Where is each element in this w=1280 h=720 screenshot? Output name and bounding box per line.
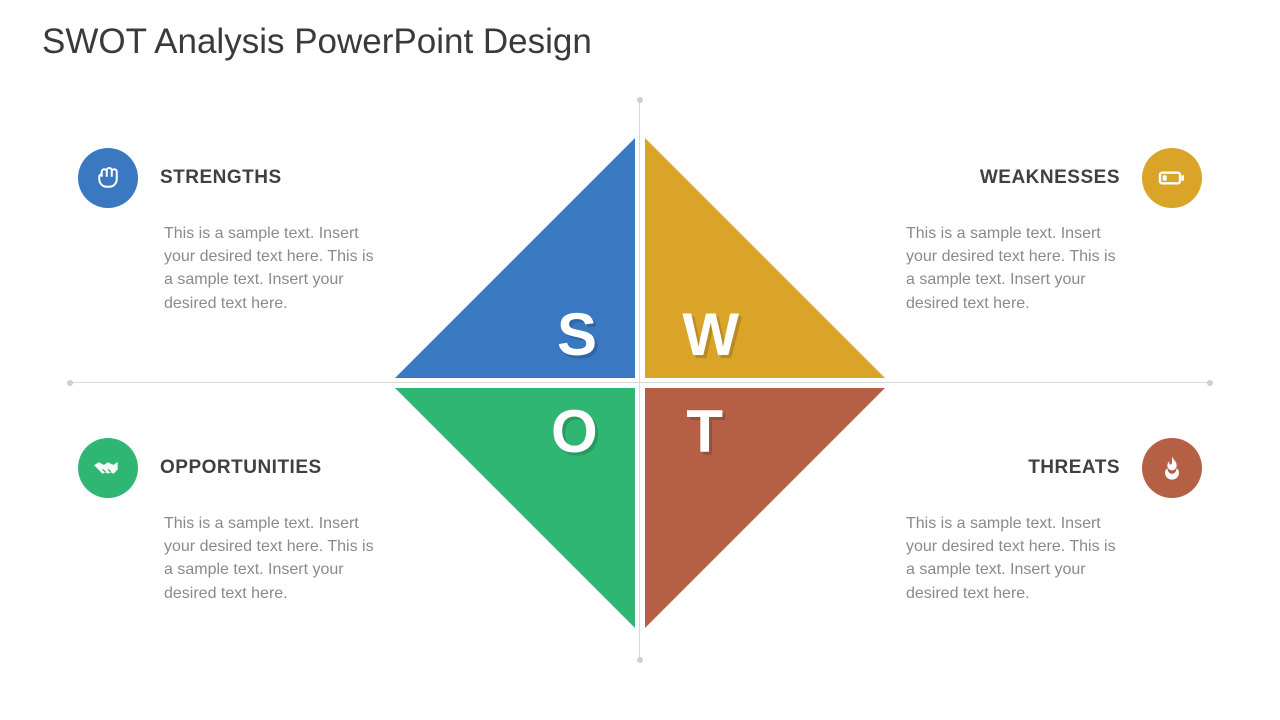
card-strengths: STRENGTHS This is a sample text. Insert … xyxy=(78,148,378,315)
fist-icon xyxy=(78,148,138,208)
letter-s: S xyxy=(557,300,597,369)
body-weaknesses: This is a sample text. Insert your desir… xyxy=(902,222,1120,315)
letter-t: T xyxy=(686,397,723,466)
card-weaknesses: WEAKNESSES This is a sample text. Insert… xyxy=(902,148,1202,315)
body-opportunities: This is a sample text. Insert your desir… xyxy=(160,512,378,605)
body-strengths: This is a sample text. Insert your desir… xyxy=(160,222,378,315)
card-head-threats: THREATS xyxy=(902,438,1202,498)
title-threats: THREATS xyxy=(1028,457,1120,479)
axis-dot-bottom xyxy=(637,657,643,663)
triangle-threats xyxy=(645,388,885,628)
card-head-weaknesses: WEAKNESSES xyxy=(902,148,1202,208)
triangle-opportunities xyxy=(395,388,635,628)
fire-icon xyxy=(1142,438,1202,498)
slide-title: SWOT Analysis PowerPoint Design xyxy=(42,22,592,62)
card-threats: THREATS This is a sample text. Insert yo… xyxy=(902,438,1202,605)
title-strengths: STRENGTHS xyxy=(160,167,282,189)
handshake-icon xyxy=(78,438,138,498)
axis-dot-left xyxy=(67,380,73,386)
axis-dot-top xyxy=(637,97,643,103)
axis-dot-right xyxy=(1207,380,1213,386)
card-head-opportunities: OPPORTUNITIES xyxy=(78,438,378,498)
title-weaknesses: WEAKNESSES xyxy=(980,167,1120,189)
letter-o: O xyxy=(551,397,598,466)
card-opportunities: OPPORTUNITIES This is a sample text. Ins… xyxy=(78,438,378,605)
body-threats: This is a sample text. Insert your desir… xyxy=(902,512,1120,605)
title-opportunities: OPPORTUNITIES xyxy=(160,457,322,479)
triangle-weaknesses xyxy=(645,138,885,378)
swot-diamond: S W O T xyxy=(395,138,885,628)
card-head-strengths: STRENGTHS xyxy=(78,148,378,208)
battery-icon xyxy=(1142,148,1202,208)
letter-w: W xyxy=(682,300,739,369)
triangle-strengths xyxy=(395,138,635,378)
